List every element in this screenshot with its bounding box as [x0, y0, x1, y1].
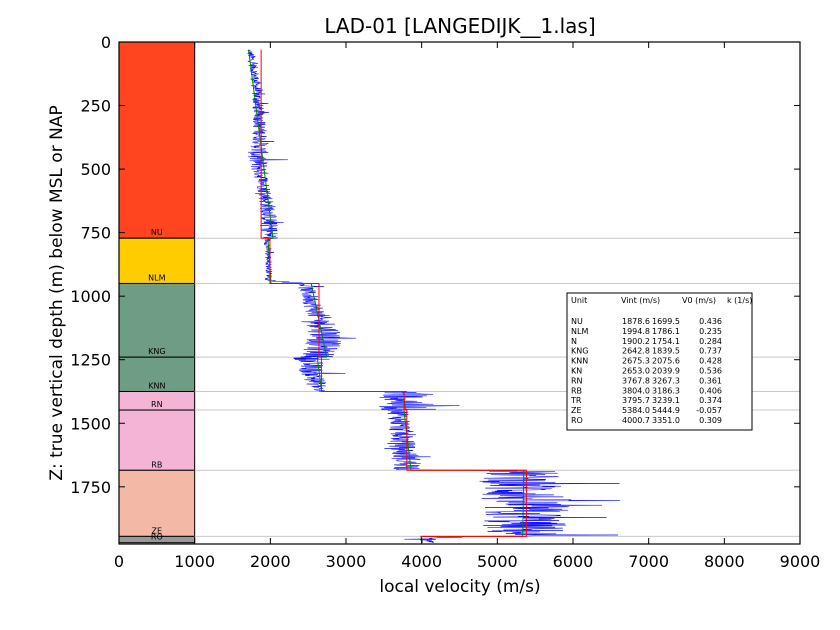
- table-cell: 1994.8: [622, 327, 650, 336]
- y-tick-label: 1750: [70, 478, 111, 497]
- x-tick-label: 7000: [628, 552, 669, 571]
- table-header-cell: k (1/s): [727, 296, 752, 305]
- table-cell: 3804.0: [622, 386, 650, 395]
- y-tick-label: 750: [80, 224, 111, 243]
- table-cell: 1699.5: [652, 317, 680, 326]
- y-axis-ticks: 0 250 500 750 1000 1250 1500 1750: [70, 33, 800, 497]
- unit-label-rn: RN: [151, 400, 163, 409]
- unit-label-rb: RB: [151, 460, 162, 469]
- unit-label-ro: RO: [151, 533, 163, 542]
- table-cell: 3239.1: [652, 396, 680, 405]
- table-header-cell: Unit: [571, 296, 587, 305]
- unit-label-kng: KNG: [148, 347, 165, 356]
- table-cell: 0.374: [699, 396, 722, 405]
- x-tick-label: 9000: [780, 552, 821, 571]
- table-cell: 0.406: [699, 386, 722, 395]
- table-cell: RN: [571, 376, 583, 385]
- table-cell: 2039.9: [652, 367, 680, 376]
- table-cell: 1786.1: [652, 327, 680, 336]
- interval-velocity-steps: [260, 49, 527, 543]
- y-tick-label: 500: [80, 160, 111, 179]
- table-cell: RO: [571, 416, 583, 425]
- unit-label-knn: KNN: [148, 381, 165, 390]
- table-cell: 3351.0: [652, 416, 680, 425]
- table-cell: 1900.2: [622, 337, 650, 346]
- table-cell: KNG: [571, 347, 588, 356]
- table-cell: KN: [571, 367, 582, 376]
- x-tick-label: 4000: [401, 552, 442, 571]
- table-cell: 0.428: [699, 357, 722, 366]
- y-axis-label: Z: true vertical depth (m) below MSL or …: [47, 105, 67, 480]
- x-tick-label: 5000: [477, 552, 518, 571]
- x-tick-label: 3000: [326, 552, 367, 571]
- velocity-log-trace: [247, 49, 621, 543]
- y-tick-label: 1000: [70, 287, 111, 306]
- x-tick-label: 6000: [553, 552, 594, 571]
- velocity-parameters-table: Unit Vint (m/s) V0 (m/s) k (1/s) NU 1878.6 169…: [566, 292, 753, 431]
- table-cell: 3795.7: [622, 396, 650, 405]
- unit-label-ze: ZE: [152, 526, 163, 535]
- plot-frame: [118, 41, 801, 545]
- unit-label-nlm: NLM: [148, 273, 165, 282]
- table-cell: 0.536: [699, 367, 722, 376]
- table-cell: 3186.3: [652, 386, 680, 395]
- table-cell: 0.737: [699, 347, 722, 356]
- velocity-log-line: [247, 49, 621, 543]
- x-tick-label: 2000: [250, 552, 291, 571]
- table-cell: 2075.6: [652, 357, 680, 366]
- table-box: [566, 292, 753, 431]
- y-tick-label: 0: [101, 33, 111, 52]
- table-cell: 1839.5: [652, 347, 680, 356]
- table-cell: 0.309: [699, 416, 722, 425]
- table-cell: 2642.8: [622, 347, 650, 356]
- unit-label-nu: NU: [151, 228, 163, 237]
- x-tick-label: 8000: [704, 552, 745, 571]
- x-tick-label: 0: [114, 552, 124, 571]
- table-cell: 4000.7: [622, 416, 650, 425]
- table-header-cell: V0 (m/s): [682, 296, 716, 305]
- table-cell: TR: [570, 396, 582, 405]
- unit-rb-block: [118, 409, 196, 471]
- table-cell: N: [571, 337, 577, 346]
- table-cell: 3267.3: [652, 376, 680, 385]
- trend-line: [248, 49, 525, 543]
- table-cell: 0.361: [699, 376, 722, 385]
- table-cell: -0.057: [696, 406, 722, 415]
- table-header-cell: Vint (m/s): [621, 296, 660, 305]
- chart-title: LAD-01 [LANGEDIJK__1.las]: [324, 14, 595, 38]
- trend-lines: [248, 49, 525, 543]
- unit-nlm-block: [118, 237, 196, 284]
- y-tick-label: 1500: [70, 414, 111, 433]
- table-cell: 5444.9: [652, 406, 680, 415]
- table-cell: NLM: [571, 327, 588, 336]
- unit-nu-block: [118, 41, 196, 239]
- unit-knn-block: [118, 356, 196, 392]
- table-cell: 0.436: [699, 317, 722, 326]
- table-cell: RB: [571, 386, 582, 395]
- vint-step-line: [260, 49, 527, 543]
- y-tick-label: 1250: [70, 351, 111, 370]
- table-cell: 3767.8: [622, 376, 650, 385]
- table-cell: 2653.0: [622, 367, 650, 376]
- table-cell: NU: [571, 317, 583, 326]
- x-tick-label: 1000: [174, 552, 215, 571]
- table-cell: 5384.0: [622, 406, 650, 415]
- table-cell: ZE: [571, 406, 582, 415]
- table-cell: 1754.1: [652, 337, 680, 346]
- table-cell: 2675.3: [622, 357, 650, 366]
- table-cell: 0.235: [699, 327, 722, 336]
- table-cell: 0.284: [699, 337, 722, 346]
- x-axis-ticks: 0 1000 2000 3000 4000 5000 6000 7000 8000 9000: [114, 42, 820, 571]
- x-axis-label: local velocity (m/s): [379, 577, 540, 597]
- y-tick-label: 250: [80, 97, 111, 116]
- table-cell: 1878.6: [622, 317, 650, 326]
- table-cell: KNN: [571, 357, 588, 366]
- unit-kng-block: [118, 282, 196, 358]
